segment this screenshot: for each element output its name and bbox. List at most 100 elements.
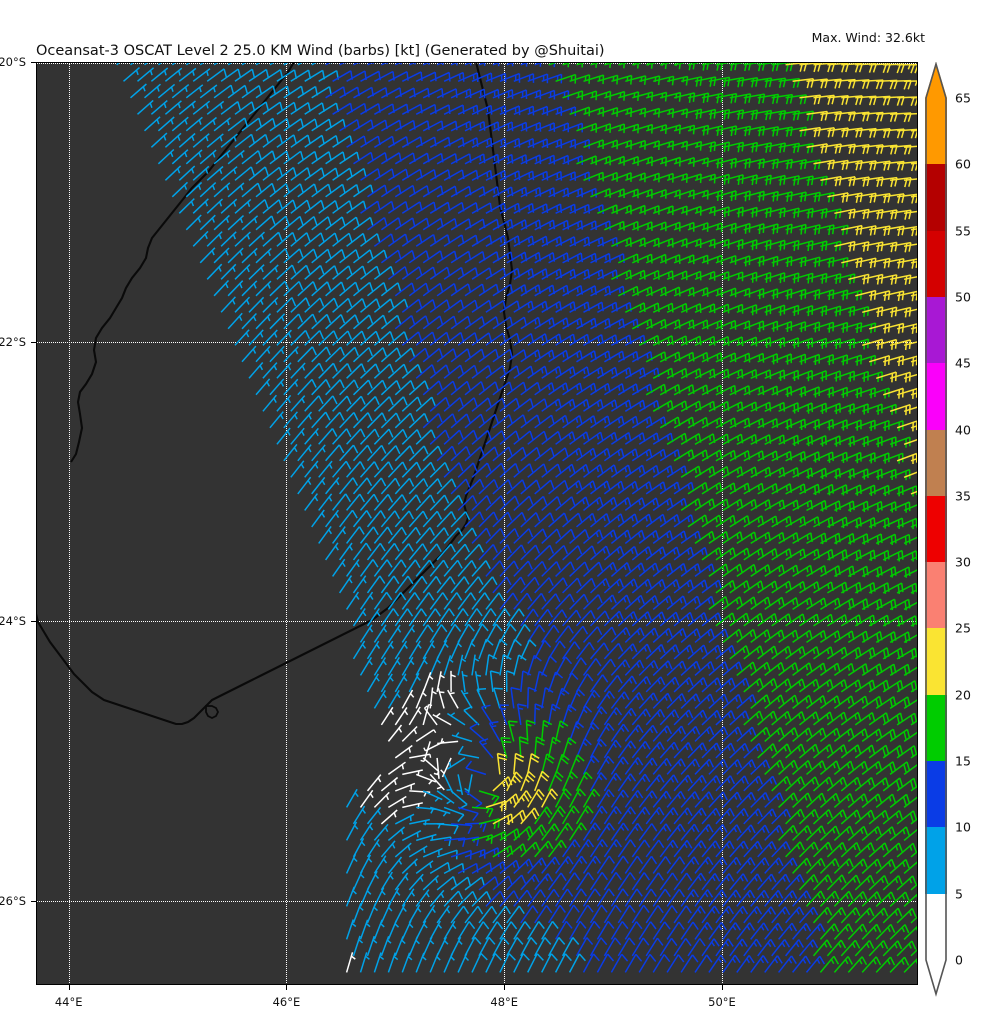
y-tick-label-3: 26°S <box>0 894 26 909</box>
wind-barb <box>394 575 414 594</box>
wind-barb <box>206 100 225 115</box>
wind-barb <box>576 187 597 198</box>
wind-barb <box>513 170 535 181</box>
wind-barb <box>185 181 203 198</box>
wind-barb <box>771 126 794 137</box>
wind-barb <box>764 142 787 154</box>
wind-barb <box>694 303 716 314</box>
wind-barb <box>276 166 297 181</box>
wind-barb <box>861 533 883 545</box>
wind-barb <box>269 378 285 396</box>
wind-barb <box>834 176 856 187</box>
wind-barb <box>666 238 688 248</box>
wind-barb <box>541 138 563 149</box>
wind-barb <box>461 670 468 693</box>
wind-barb <box>248 199 269 214</box>
wind-barb <box>311 151 332 165</box>
wind-barb <box>561 805 580 825</box>
wind-barb <box>241 182 262 198</box>
wind-barb <box>862 208 884 220</box>
wind-barb <box>499 921 518 940</box>
wind-barb <box>820 240 842 252</box>
wind-barb <box>631 904 650 924</box>
colorbar[interactable] <box>925 62 947 998</box>
wind-barb <box>561 937 580 957</box>
wind-barb <box>415 952 427 973</box>
wind-barb <box>185 116 203 132</box>
gridline-vertical <box>504 62 506 985</box>
wind-barb <box>666 888 686 907</box>
wind-barb <box>373 919 385 940</box>
wind-barb <box>380 706 395 726</box>
wind-barb <box>568 888 588 907</box>
wind-barb <box>446 712 466 726</box>
wind-barb <box>443 920 457 940</box>
wind-barb <box>848 208 870 220</box>
wind-barb <box>736 304 758 316</box>
wind-barb <box>687 92 710 104</box>
wind-barb <box>610 888 629 907</box>
wind-barb <box>437 738 459 745</box>
wind-barb <box>541 203 563 214</box>
wind-barb <box>276 362 292 379</box>
wind-barb <box>318 395 338 412</box>
wind-barb <box>220 296 236 313</box>
y-tick-mark <box>31 901 36 903</box>
wind-barb <box>645 806 665 825</box>
wind-barb <box>373 624 388 643</box>
wind-barb <box>590 62 612 69</box>
wind-barb <box>631 286 653 297</box>
wind-barb <box>325 477 340 495</box>
wind-barb <box>401 888 416 907</box>
wind-barb <box>297 444 312 462</box>
wind-barb <box>380 249 402 264</box>
wind-barb <box>547 904 567 924</box>
wind-barb <box>611 237 632 247</box>
wind-barb <box>227 247 244 264</box>
wind-barb <box>443 104 465 115</box>
wind-barb <box>499 332 521 346</box>
wind-barb <box>582 755 600 775</box>
wind-barb <box>380 809 398 825</box>
wind-barb <box>366 838 381 858</box>
wind-barb-map[interactable] <box>36 62 918 985</box>
wind-barb <box>352 379 373 396</box>
wind-barb <box>499 137 521 148</box>
wind-barb <box>471 921 490 940</box>
wind-barb <box>589 738 607 759</box>
wind-barb <box>359 624 374 643</box>
wind-barb <box>645 937 664 957</box>
wind-barb <box>666 270 688 281</box>
wind-barb <box>527 788 545 808</box>
wind-barb <box>478 738 494 759</box>
wind-barb <box>234 198 252 214</box>
wind-barb <box>575 839 595 858</box>
wind-barb <box>785 418 807 430</box>
wind-barb <box>541 788 559 808</box>
wind-barb <box>590 447 611 462</box>
wind-barb <box>366 640 381 660</box>
wind-barb <box>841 224 863 236</box>
wind-barb <box>318 330 339 346</box>
wind-barb <box>652 302 674 313</box>
wind-barb <box>624 269 646 280</box>
wind-barb <box>596 822 616 841</box>
wind-barb <box>492 121 514 132</box>
wind-barb <box>597 236 618 247</box>
wind-barb <box>596 431 618 445</box>
wind-barb <box>443 266 465 280</box>
wind-barb <box>638 888 657 907</box>
wind-barb <box>213 279 230 297</box>
wind-barb <box>262 296 279 313</box>
y-tick-label-2: 24°S <box>0 614 26 629</box>
wind-barb <box>540 719 553 742</box>
wind-barb <box>164 100 182 115</box>
wind-barb <box>736 954 755 973</box>
wind-barb <box>463 705 480 726</box>
wind-barb <box>541 106 563 116</box>
wind-barb <box>743 125 766 137</box>
wind-barb <box>610 789 630 808</box>
wind-barb <box>687 287 709 297</box>
wind-barb <box>352 444 373 462</box>
wind-barb <box>345 788 359 808</box>
